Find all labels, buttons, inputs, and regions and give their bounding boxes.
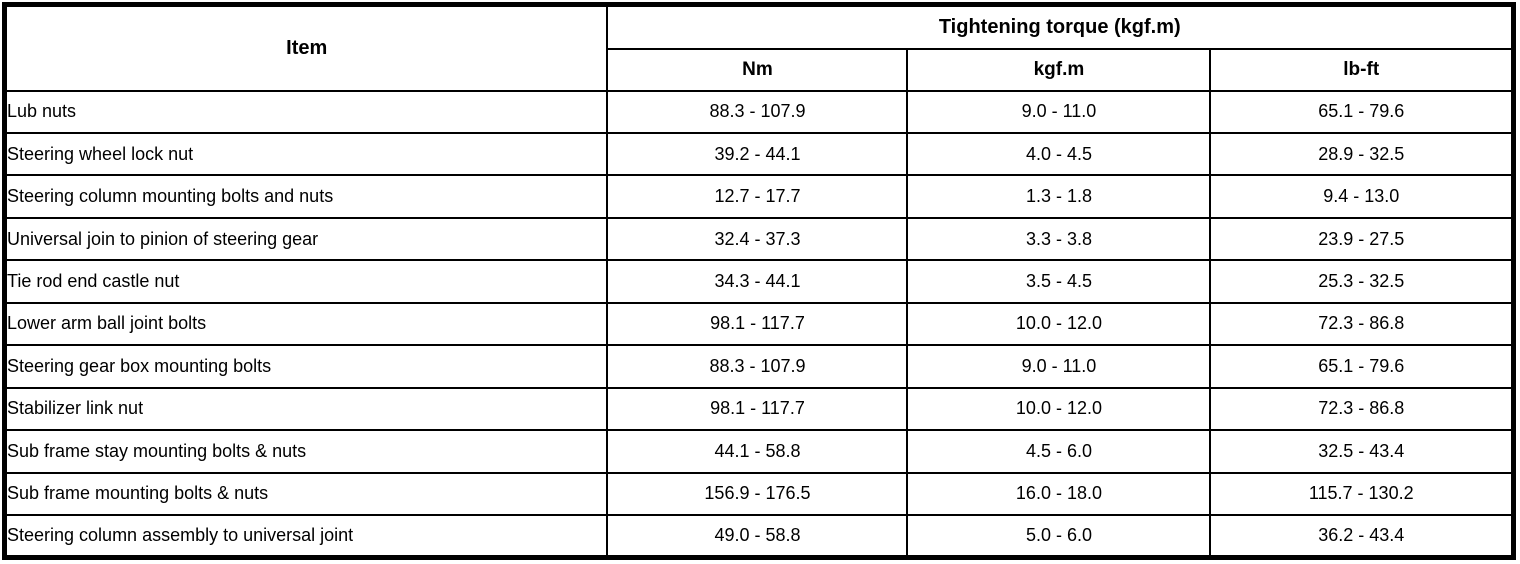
table-row: Sub frame stay mounting bolts & nuts 44.…: [3, 429, 1515, 474]
item-cell: Steering gear box mounting bolts: [3, 344, 609, 389]
nm-cell: 98.1 - 117.7: [606, 386, 909, 432]
kgfm-cell: 10.0 - 12.0: [906, 301, 1212, 347]
kgfm-cell: 4.5 - 6.0: [906, 429, 1212, 474]
kgfm-cell: 16.0 - 18.0: [906, 471, 1212, 517]
nm-cell: 39.2 - 44.1: [606, 131, 909, 177]
nm-column-header: Nm: [606, 47, 909, 92]
item-cell: Lub nuts: [3, 89, 609, 134]
item-cell: Steering column mounting bolts and nuts: [3, 174, 609, 219]
nm-cell: 156.9 - 176.5: [606, 471, 909, 517]
lbft-cell: 72.3 - 86.8: [1209, 386, 1515, 432]
kgfm-cell: 3.5 - 4.5: [906, 259, 1212, 304]
lbft-cell: 32.5 - 43.4: [1209, 429, 1515, 474]
torque-group-header: Tightening torque (kgf.m): [606, 3, 1515, 50]
item-cell: Steering wheel lock nut: [3, 131, 609, 177]
table-row: Lower arm ball joint bolts 98.1 - 117.7 …: [3, 301, 1515, 347]
table-header-row-units: Nm kgf.m lb-ft: [5, 47, 1515, 92]
table-row: Steering column assembly to universal jo…: [3, 514, 1515, 559]
kgfm-cell: 3.3 - 3.8: [906, 216, 1212, 262]
item-cell: Sub frame stay mounting bolts & nuts: [3, 429, 609, 474]
nm-cell: 12.7 - 17.7: [606, 174, 909, 219]
item-cell: Sub frame mounting bolts & nuts: [3, 471, 609, 517]
lbft-cell: 25.3 - 32.5: [1209, 259, 1515, 304]
table-row: Stabilizer link nut 98.1 - 117.7 10.0 - …: [3, 386, 1515, 432]
kgfm-cell: 1.3 - 1.8: [906, 174, 1212, 219]
table-row: Lub nuts 88.3 - 107.9 9.0 - 11.0 65.1 - …: [3, 89, 1515, 134]
nm-cell: 34.3 - 44.1: [606, 259, 909, 304]
item-cell: Tie rod end castle nut: [3, 259, 609, 304]
nm-cell: 44.1 - 58.8: [606, 429, 909, 474]
kgfm-column-header: kgf.m: [906, 47, 1212, 92]
lbft-cell: 28.9 - 32.5: [1209, 131, 1515, 177]
lbft-cell: 65.1 - 79.6: [1209, 344, 1515, 389]
table-row: Steering gear box mounting bolts 88.3 - …: [3, 344, 1515, 389]
kgfm-cell: 9.0 - 11.0: [906, 344, 1212, 389]
nm-cell: 88.3 - 107.9: [606, 344, 909, 389]
nm-cell: 32.4 - 37.3: [606, 216, 909, 262]
lbft-cell: 72.3 - 86.8: [1209, 301, 1515, 347]
item-column-header: Item: [3, 3, 609, 92]
lbft-cell: 23.9 - 27.5: [1209, 216, 1515, 262]
table-row: Steering wheel lock nut 39.2 - 44.1 4.0 …: [3, 131, 1515, 177]
table-row: Universal join to pinion of steering gea…: [3, 216, 1515, 262]
item-cell: Lower arm ball joint bolts: [3, 301, 609, 347]
lbft-cell: 115.7 - 130.2: [1209, 471, 1515, 517]
lbft-cell: 65.1 - 79.6: [1209, 89, 1515, 134]
table-row: Tie rod end castle nut 34.3 - 44.1 3.5 -…: [3, 259, 1515, 304]
kgfm-cell: 4.0 - 4.5: [906, 131, 1212, 177]
kgfm-cell: 10.0 - 12.0: [906, 386, 1212, 432]
table-header-row-group: Item Tightening torque (kgf.m): [3, 3, 1515, 92]
lbft-cell: 36.2 - 43.4: [1209, 514, 1515, 559]
kgfm-cell: 9.0 - 11.0: [906, 89, 1212, 134]
item-cell: Steering column assembly to universal jo…: [3, 514, 609, 559]
item-cell: Stabilizer link nut: [3, 386, 609, 432]
nm-cell: 49.0 - 58.8: [606, 514, 909, 559]
table-row: Steering column mounting bolts and nuts …: [3, 174, 1515, 219]
kgfm-cell: 5.0 - 6.0: [906, 514, 1212, 559]
item-cell: Universal join to pinion of steering gea…: [3, 216, 609, 262]
nm-cell: 98.1 - 117.7: [606, 301, 909, 347]
lbft-column-header: lb-ft: [1209, 47, 1515, 92]
table-row: Sub frame mounting bolts & nuts 156.9 - …: [3, 471, 1515, 517]
lbft-cell: 9.4 - 13.0: [1209, 174, 1515, 219]
nm-cell: 88.3 - 107.9: [606, 89, 909, 134]
